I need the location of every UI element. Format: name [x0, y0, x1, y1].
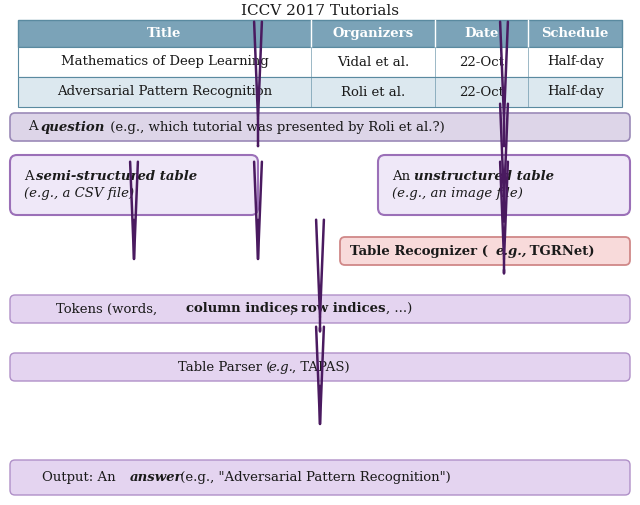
Text: e.g.: e.g.: [268, 361, 293, 374]
Text: Adversarial Pattern Recognition: Adversarial Pattern Recognition: [57, 85, 272, 98]
Text: Tokens (words,: Tokens (words,: [56, 302, 161, 316]
Text: question: question: [41, 121, 106, 133]
Text: , ...): , ...): [386, 302, 412, 316]
Text: TGRNet): TGRNet): [525, 244, 595, 258]
Text: Table Recognizer (: Table Recognizer (: [350, 244, 488, 258]
FancyBboxPatch shape: [10, 460, 630, 495]
Text: e.g.,: e.g.,: [496, 244, 527, 258]
Text: A: A: [28, 121, 42, 133]
FancyBboxPatch shape: [378, 155, 630, 215]
Text: (e.g., which tutorial was presented by Roli et al.?): (e.g., which tutorial was presented by R…: [106, 121, 445, 133]
Text: row indices: row indices: [301, 302, 385, 316]
Text: Title: Title: [147, 27, 182, 40]
Text: Organizers: Organizers: [332, 27, 413, 40]
Text: semi-structured table: semi-structured table: [36, 170, 197, 182]
Text: answer: answer: [130, 471, 182, 484]
Bar: [18, 20, 622, 47]
FancyBboxPatch shape: [340, 237, 630, 265]
Text: 22-Oct: 22-Oct: [459, 85, 504, 98]
Text: Output: An: Output: An: [42, 471, 120, 484]
Bar: [18, 77, 622, 107]
Text: , TAPAS): , TAPAS): [292, 361, 349, 374]
Text: An: An: [392, 170, 414, 182]
Text: (e.g., an image file): (e.g., an image file): [392, 187, 523, 200]
Text: Half-day: Half-day: [547, 56, 604, 69]
FancyBboxPatch shape: [10, 113, 630, 141]
Text: (e.g., "Adversarial Pattern Recognition"): (e.g., "Adversarial Pattern Recognition"…: [176, 471, 451, 484]
Text: Vidal et al.: Vidal et al.: [337, 56, 409, 69]
Text: (e.g., a CSV file): (e.g., a CSV file): [24, 187, 134, 200]
Text: unstructured table: unstructured table: [414, 170, 554, 182]
Text: Table Parser (: Table Parser (: [178, 361, 271, 374]
Text: Roli et al.: Roli et al.: [340, 85, 405, 98]
Text: column indices: column indices: [186, 302, 298, 316]
Text: A: A: [24, 170, 38, 182]
Text: Schedule: Schedule: [541, 27, 609, 40]
Text: Half-day: Half-day: [547, 85, 604, 98]
Text: Mathematics of Deep Learning: Mathematics of Deep Learning: [61, 56, 268, 69]
Text: Date: Date: [465, 27, 499, 40]
Text: 22-Oct: 22-Oct: [459, 56, 504, 69]
Text: ICCV 2017 Tutorials: ICCV 2017 Tutorials: [241, 4, 399, 18]
Bar: [18, 47, 622, 77]
FancyBboxPatch shape: [10, 295, 630, 323]
FancyBboxPatch shape: [10, 155, 258, 215]
Text: ,: ,: [290, 302, 298, 316]
FancyBboxPatch shape: [10, 353, 630, 381]
